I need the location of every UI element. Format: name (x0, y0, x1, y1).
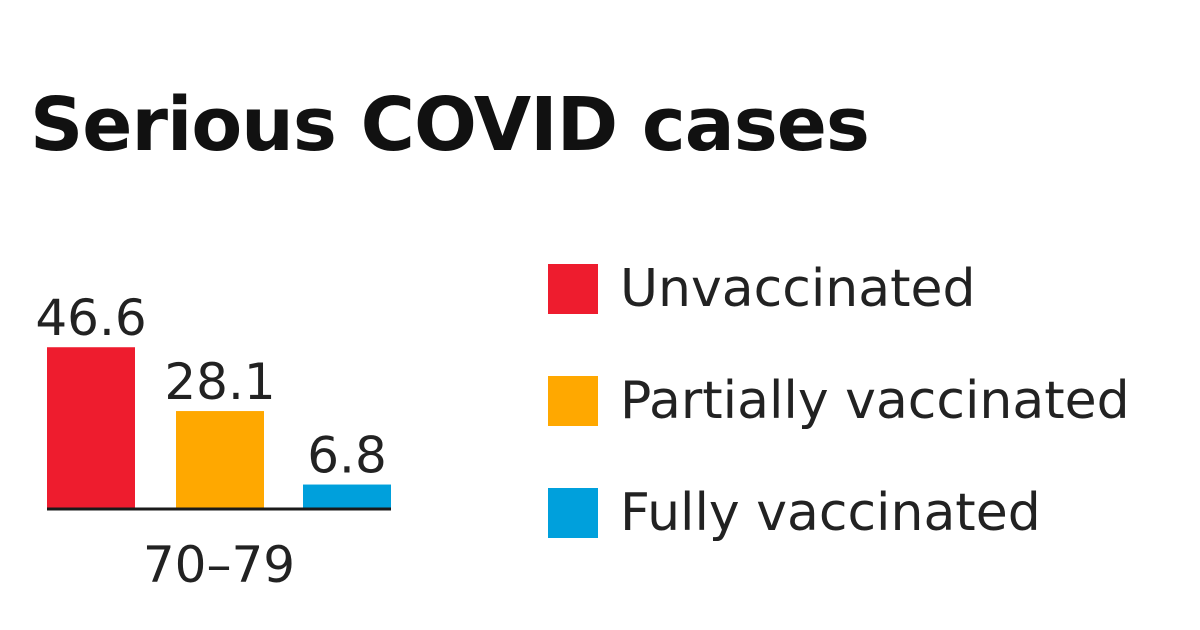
data-label-fully-vaccinated: 6.8 (307, 427, 387, 485)
bar-unvaccinated (47, 347, 135, 508)
legend-label-unvaccinated: Unvaccinated (620, 259, 976, 319)
legend-swatch-partially-vaccinated (548, 376, 598, 426)
data-label-unvaccinated: 46.6 (35, 289, 146, 347)
legend: Unvaccinated Partially vaccinated Fully … (548, 256, 1188, 546)
data-label-partially-vaccinated: 28.1 (164, 353, 275, 411)
legend-item-unvaccinated: Unvaccinated (548, 256, 1188, 322)
legend-item-fully-vaccinated: Fully vaccinated (548, 480, 1188, 546)
legend-item-partially-vaccinated: Partially vaccinated (548, 368, 1188, 434)
chart-title: Serious COVID cases (30, 82, 870, 168)
category-label: 70–79 (143, 536, 295, 594)
bar-chart: 46.6 28.1 6.8 70–79 (35, 289, 391, 594)
bar-fully-vaccinated (303, 484, 391, 508)
legend-swatch-unvaccinated (548, 264, 598, 314)
legend-label-partially-vaccinated: Partially vaccinated (620, 371, 1130, 431)
legend-swatch-fully-vaccinated (548, 488, 598, 538)
bar-partially-vaccinated (176, 411, 264, 508)
legend-label-fully-vaccinated: Fully vaccinated (620, 483, 1041, 543)
